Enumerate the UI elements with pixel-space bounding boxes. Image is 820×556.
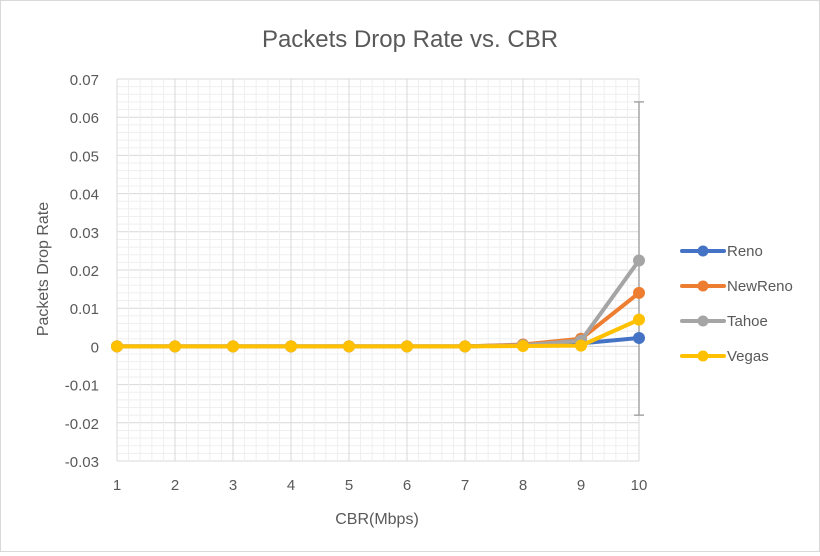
x-tick-label: 3 bbox=[229, 477, 237, 494]
x-tick-label: 9 bbox=[577, 477, 585, 494]
x-axis-ticks: 1 2 3 4 5 6 7 8 9 10 bbox=[113, 477, 648, 494]
series-line-vegas bbox=[115, 317, 641, 349]
y-tick-label: -0.02 bbox=[65, 416, 99, 433]
data-point-vegas bbox=[575, 339, 587, 352]
x-tick-label: 6 bbox=[403, 477, 411, 494]
legend-marker-newreno bbox=[697, 280, 709, 292]
data-point-reno bbox=[633, 331, 645, 344]
data-point-vegas bbox=[633, 313, 645, 326]
x-tick-label: 5 bbox=[345, 477, 353, 494]
gridlines bbox=[116, 78, 640, 462]
data-point-vegas bbox=[285, 340, 297, 353]
legend-marker-tahoe bbox=[697, 315, 709, 327]
x-axis-label: CBR(Mbps) bbox=[335, 511, 419, 528]
legend-marker-vegas bbox=[697, 350, 709, 362]
data-point-vegas bbox=[517, 340, 529, 353]
y-tick-label: 0.06 bbox=[70, 110, 99, 127]
legend-label-newreno: NewReno bbox=[727, 278, 793, 295]
x-tick-label: 1 bbox=[113, 477, 121, 494]
y-tick-label: 0.05 bbox=[70, 148, 99, 165]
legend-label-reno: Reno bbox=[727, 243, 763, 260]
y-tick-label: -0.03 bbox=[65, 454, 99, 471]
data-point-vegas bbox=[401, 340, 413, 353]
y-tick-label: 0.04 bbox=[70, 187, 99, 204]
x-tick-label: 10 bbox=[631, 477, 648, 494]
y-tick-label: 0 bbox=[91, 339, 99, 356]
legend-marker-reno bbox=[697, 245, 709, 257]
data-point-vegas bbox=[227, 340, 239, 353]
series-line-tahoe bbox=[115, 258, 641, 349]
y-axis-ticks: 0.07 0.06 0.05 0.04 0.03 0.02 0.01 0 -0.01 -0.02 -… bbox=[65, 72, 99, 471]
y-tick-label: 0.02 bbox=[70, 263, 99, 280]
y-tick-label: 0.03 bbox=[70, 225, 99, 242]
data-point-vegas bbox=[459, 340, 471, 353]
data-point-newreno bbox=[633, 286, 645, 299]
series-layer bbox=[111, 254, 645, 353]
y-tick-label: 0.07 bbox=[70, 72, 99, 89]
data-point-vegas bbox=[111, 340, 123, 353]
legend-label-tahoe: Tahoe bbox=[727, 313, 768, 330]
data-point-vegas bbox=[343, 340, 355, 353]
data-point-vegas bbox=[169, 340, 181, 353]
y-axis-label: Packets Drop Rate bbox=[35, 202, 52, 336]
chart-title: Packets Drop Rate vs. CBR bbox=[262, 26, 558, 53]
x-tick-label: 4 bbox=[287, 477, 295, 494]
legend: Reno NewReno Tahoe Vegas bbox=[680, 243, 793, 365]
data-point-tahoe bbox=[633, 254, 645, 267]
x-tick-label: 8 bbox=[519, 477, 527, 494]
y-tick-label: 0.01 bbox=[70, 301, 99, 318]
legend-label-vegas: Vegas bbox=[727, 348, 769, 365]
x-tick-label: 2 bbox=[171, 477, 179, 494]
x-tick-label: 7 bbox=[461, 477, 469, 494]
y-tick-label: -0.01 bbox=[65, 378, 99, 395]
